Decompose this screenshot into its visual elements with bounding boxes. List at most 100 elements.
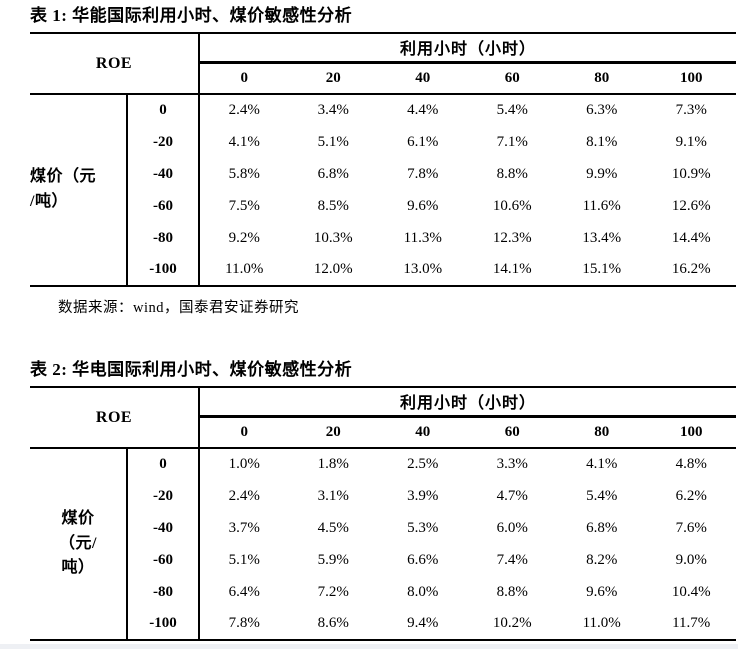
table2-cell: 3.3%	[496, 456, 528, 472]
row-group-label-line: /吨）	[30, 193, 68, 210]
table2-cell: 8.2%	[586, 551, 618, 568]
table2-cell: 4.7%	[496, 487, 528, 504]
table1-cell: 6.3%	[586, 102, 618, 118]
table1-column-group-header: 利用小时（小时）	[199, 33, 736, 64]
table1-cell: 7.1%	[496, 133, 528, 150]
table2-cell: 7.4%	[496, 551, 528, 568]
table2-cell: 5.3%	[407, 519, 439, 536]
table1-cell: 12.0%	[313, 261, 353, 277]
row-group-label-line: 吨）	[61, 559, 95, 577]
table-row: -100 7.8% 8.6% 9.4% 10.2% 11.0% 11.7%	[30, 608, 736, 640]
table-row: -80 9.2% 10.3% 11.3% 12.3% 13.4% 14.4%	[30, 222, 736, 254]
table1-cell: 7.3%	[675, 102, 707, 118]
table1-cell: 6.8%	[317, 165, 349, 182]
table2-cell: 11.0%	[582, 615, 621, 631]
table1-section: 表 1: 华能国际利用小时、煤价敏感性分析 ROE 利用小时（小时） 0 20 …	[0, 5, 738, 317]
table1-col-header-80: 80	[556, 62, 647, 95]
table1-cell: 12.3%	[492, 229, 532, 246]
table1-cell: 14.1%	[492, 261, 532, 277]
table2-cell: 7.2%	[317, 583, 349, 600]
table1-row-header: -20	[127, 126, 201, 158]
table2-cell: 9.6%	[586, 583, 618, 600]
table1-cell: 13.0%	[403, 261, 443, 277]
table2-header-row-2: 0 20 40 60 80 100	[30, 416, 736, 449]
table2-row-header: -60	[127, 544, 201, 576]
row-group-label-line: （元/	[59, 534, 97, 552]
table-row: -20 4.1% 5.1% 6.1% 7.1% 8.1% 9.1%	[30, 126, 736, 158]
table2-cell: 6.6%	[407, 551, 439, 568]
table1-row-header: -100	[127, 254, 201, 286]
table1-cell: 5.4%	[496, 102, 528, 118]
table-row: -60 7.5% 8.5% 9.6% 10.6% 11.6% 12.6%	[30, 190, 736, 222]
table2-cell: 4.1%	[586, 456, 618, 472]
window-bottom-strip	[0, 643, 738, 649]
table1-row-header: -40	[127, 158, 201, 190]
table2-cell: 2.4%	[228, 487, 260, 504]
table1-cell: 13.4%	[582, 229, 622, 246]
table1-col-header-60: 60	[467, 62, 557, 95]
table2-cell: 10.4%	[671, 583, 711, 600]
table1-cell: 9.2%	[228, 229, 260, 246]
table1-cell: 10.3%	[313, 229, 353, 246]
table1-cell: 9.1%	[675, 133, 707, 150]
table2-cell: 2.5%	[407, 456, 439, 472]
table-row: -40 3.7% 4.5% 5.3% 6.0% 6.8% 7.6%	[30, 512, 736, 544]
table1-cell: 10.9%	[671, 165, 711, 182]
table-row: 煤价 （元/ 吨） 0 1.0% 1.8% 2.5% 3.3% 4.1% 4.8…	[30, 448, 736, 640]
table-row: -20 2.4% 3.1% 3.9% 4.7% 5.4% 6.2%	[30, 480, 736, 512]
table1-huaneng-sensitivity: ROE 利用小时（小时） 0 20 40 60 80 100 煤价（元 /吨）	[30, 32, 736, 287]
table1-cell: 4.1%	[228, 133, 260, 150]
table1-cell: 4.4%	[407, 102, 439, 118]
table2-section: 表 2: 华电国际利用小时、煤价敏感性分析 ROE 利用小时（小时） 0 20 …	[0, 359, 738, 641]
table2-cell: 1.8%	[317, 456, 349, 472]
table1-header-row-1: ROE 利用小时（小时）	[30, 33, 736, 95]
table2-cell: 4.8%	[675, 456, 707, 472]
table1-cell: 11.6%	[582, 197, 621, 214]
table2-cell: 3.7%	[228, 519, 260, 536]
table1-row-header: 0	[127, 94, 201, 126]
table1-row-group-label: 煤价（元 /吨）	[30, 94, 128, 286]
table1-cell: 5.8%	[228, 165, 260, 182]
row-group-label-line: 煤价	[61, 509, 95, 527]
table2-title: 表 2: 华电国际利用小时、煤价敏感性分析	[30, 360, 353, 379]
table2-header-row-1: ROE 利用小时（小时）	[30, 387, 736, 449]
table1-cell: 8.5%	[317, 197, 349, 214]
table2-cell: 5.1%	[228, 551, 260, 568]
table2-row-group-label: 煤价 （元/ 吨）	[30, 448, 128, 640]
table1-cell: 14.4%	[671, 229, 711, 246]
table2-col-header-60: 60	[467, 416, 557, 449]
table2-col-header-0: 0	[199, 416, 289, 449]
table1-cell: 15.1%	[582, 261, 622, 277]
table1-row-header: -80	[127, 222, 201, 254]
table2-cell: 10.2%	[492, 615, 532, 631]
table2-cell: 4.5%	[317, 519, 349, 536]
table2-row-header: -40	[127, 512, 201, 544]
table2-huadian-sensitivity: ROE 利用小时（小时） 0 20 40 60 80 100 煤价 （元/	[30, 386, 736, 641]
table1-cell: 10.6%	[492, 197, 532, 214]
table1-source-note: 数据来源：wind，国泰君安证券研究	[58, 300, 299, 316]
table1-cell: 7.5%	[228, 197, 260, 214]
table1-cell: 16.2%	[671, 261, 711, 277]
table2-cell: 5.4%	[586, 487, 618, 504]
table1-cell: 12.6%	[671, 197, 711, 214]
table1-cell: 7.8%	[407, 165, 439, 182]
table1-cell: 5.1%	[317, 133, 349, 150]
table2-cell: 8.8%	[496, 583, 528, 600]
table2-cell: 3.1%	[317, 487, 349, 504]
table1-col-header-40: 40	[377, 62, 468, 95]
table2-cell: 8.6%	[317, 615, 349, 631]
table2-cell: 8.0%	[407, 583, 439, 600]
table2-cell: 7.6%	[675, 519, 707, 536]
table-row: -60 5.1% 5.9% 6.6% 7.4% 8.2% 9.0%	[30, 544, 736, 576]
table2-cell: 3.9%	[407, 487, 439, 504]
table2-cell: 9.0%	[675, 551, 707, 568]
table2-cell: 7.8%	[228, 615, 260, 631]
table-row: -80 6.4% 7.2% 8.0% 8.8% 9.6% 10.4%	[30, 576, 736, 608]
table1-cell: 8.1%	[586, 133, 618, 150]
table-row: -40 5.8% 6.8% 7.8% 8.8% 9.9% 10.9%	[30, 158, 736, 190]
table2-col-header-40: 40	[377, 416, 468, 449]
table2-row-header: -20	[127, 480, 201, 512]
table2-cell: 9.4%	[407, 615, 439, 631]
table1-cell: 11.0%	[225, 261, 264, 277]
table-row: -100 11.0% 12.0% 13.0% 14.1% 15.1% 16.2%	[30, 254, 736, 286]
